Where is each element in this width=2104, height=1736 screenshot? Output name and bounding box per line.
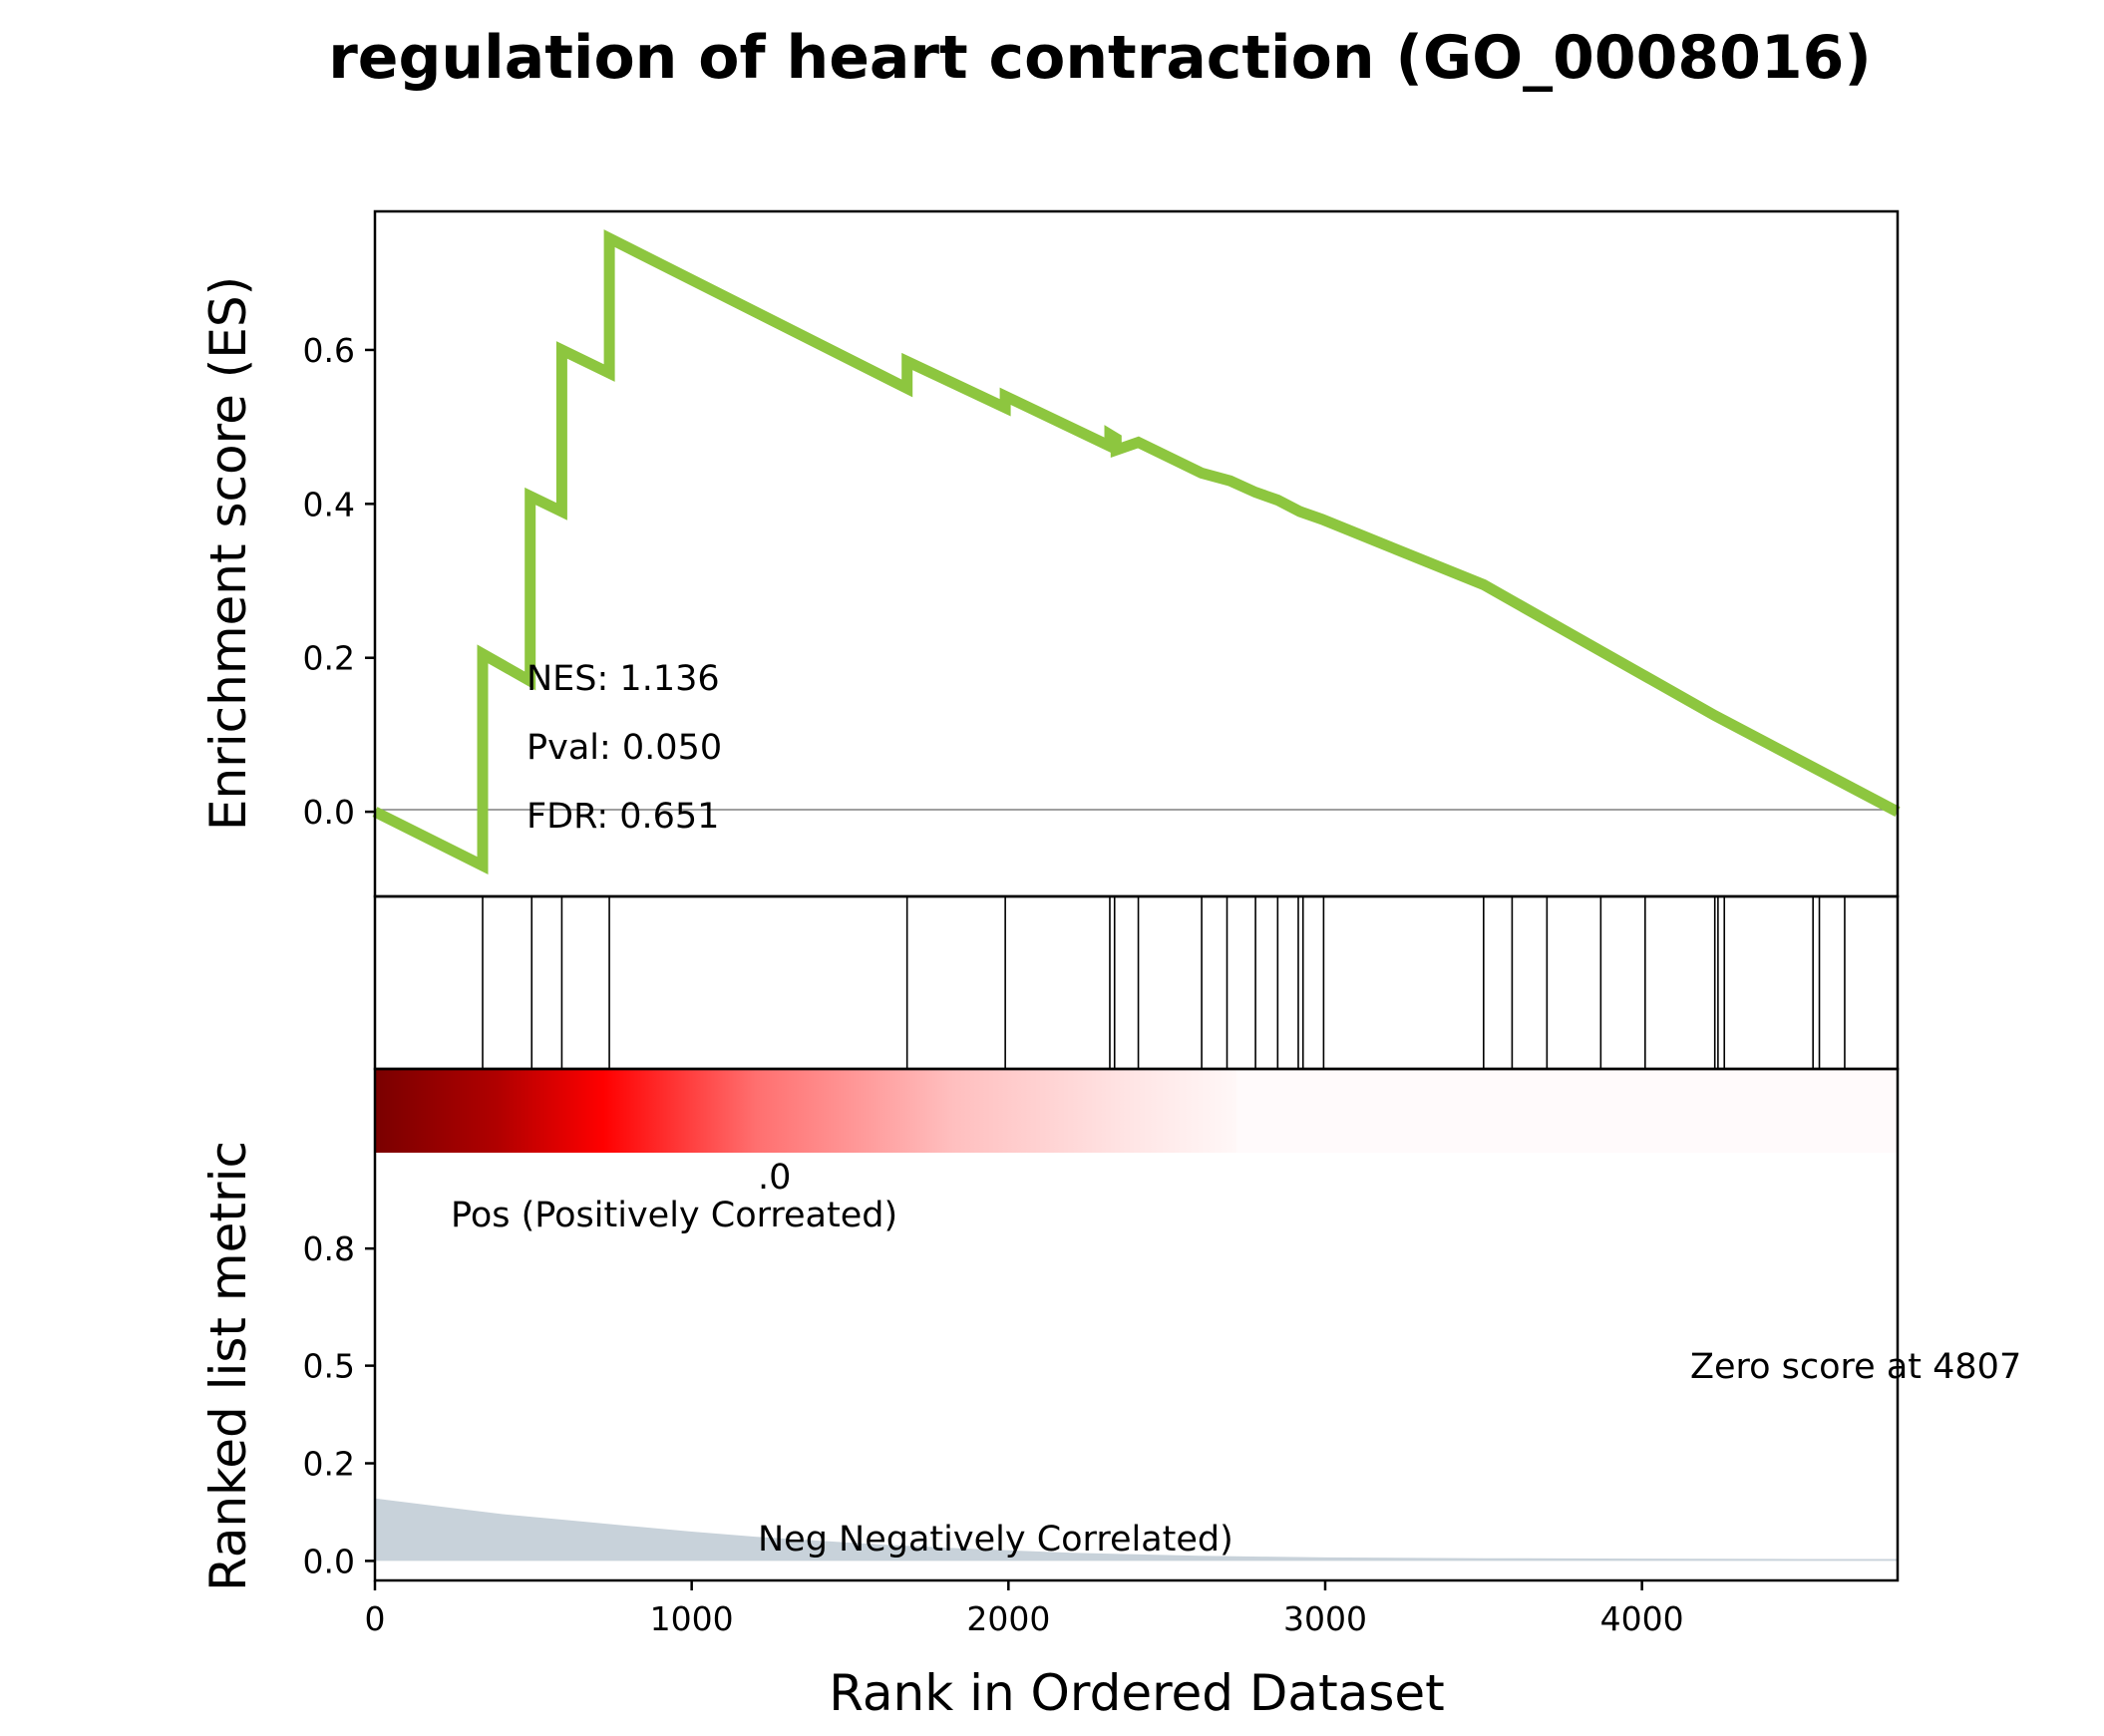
metric-ytick-label: 0.8	[303, 1229, 355, 1268]
es-yticks: 0.0 0.2 0.4 0.6	[303, 331, 375, 832]
heatmap-label: .0	[758, 1158, 791, 1198]
pval-annotation: Pval: 0.050	[526, 728, 722, 768]
es-curve	[372, 229, 1901, 874]
es-ytick-label: 0.4	[303, 485, 355, 523]
xtick-label: 2000	[966, 1599, 1050, 1638]
metric-frame	[373, 1067, 1900, 1582]
metric-ytick-label: 0.5	[303, 1347, 355, 1386]
ranked-metric-panel: 0.0 0.2 0.5 0.8 0 1000 2000 3000 4000 .0 Pos (P…	[199, 1069, 2021, 1722]
metric-area	[375, 1498, 1898, 1562]
metric-ylabel: Ranked list metric	[199, 1141, 257, 1591]
neg-label: Neg Negatively Correlated)	[758, 1520, 1233, 1560]
xtick-label: 4000	[1600, 1599, 1684, 1638]
xtick-label: 3000	[1283, 1599, 1367, 1638]
metric-ytick-label: 0.0	[303, 1542, 355, 1580]
nes-annotation: NES: 1.136	[526, 659, 720, 699]
es-ytick-label: 0.6	[303, 331, 355, 370]
chart-title: regulation of heart contraction (GO_0008…	[328, 23, 1872, 93]
hits-frame	[373, 894, 1900, 1071]
pos-label: Pos (Positively Correated)	[451, 1196, 897, 1235]
metric-yticks: 0.0 0.2 0.5 0.8	[303, 1229, 375, 1580]
hit-marks-panel	[482, 896, 1846, 1069]
es-ylabel: Enrichment score (ES)	[199, 276, 257, 831]
fdr-annotation: FDR: 0.651	[526, 797, 719, 837]
xtick-label: 1000	[650, 1599, 734, 1638]
metric-xticks: 0 1000 2000 3000 4000	[365, 1580, 1684, 1638]
rank-heatmap-bar	[375, 1069, 1898, 1153]
xlabel: Rank in Ordered Dataset	[829, 1664, 1444, 1722]
xtick-label: 0	[365, 1599, 386, 1638]
es-ytick-label: 0.0	[303, 793, 355, 832]
es-ytick-label: 0.2	[303, 639, 355, 678]
zero-score-label: Zero score at 4807	[1690, 1347, 2021, 1387]
metric-ytick-label: 0.2	[303, 1445, 355, 1484]
enrichment-panel: 0.0 0.2 0.4 0.6 NES: 1.136 Pval: 0.050 FDR:…	[199, 229, 1901, 874]
enrichment-frame	[373, 209, 1900, 898]
